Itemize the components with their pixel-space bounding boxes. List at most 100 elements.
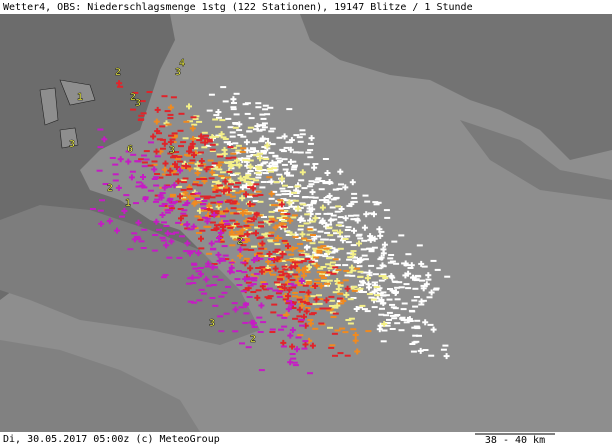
lightning-strike [245, 218, 248, 224]
lightning-strike [401, 302, 408, 305]
lightning-strike [332, 271, 338, 274]
lightning-strike [416, 334, 422, 337]
lightning-strike [345, 319, 352, 321]
lightning-strike [116, 227, 118, 234]
lightning-strike [291, 191, 297, 194]
lightning-strike [191, 140, 194, 147]
station-value: 2 [130, 92, 136, 103]
lightning-strike [275, 193, 282, 196]
lightning-strike [267, 258, 270, 265]
lightning-strike [300, 278, 303, 284]
station-value: 6 [127, 144, 133, 155]
lightning-strike [136, 181, 142, 184]
lightning-strike [262, 104, 269, 107]
lightning-strike [161, 95, 168, 98]
lightning-strike [276, 314, 283, 317]
lightning-strike [285, 302, 292, 305]
lightning-strike [356, 265, 363, 268]
lightning-strike [159, 148, 162, 155]
lightning-strike [229, 244, 236, 247]
lightning-strike [374, 294, 381, 297]
lightning-strike [182, 137, 189, 140]
lightning-strike [339, 168, 342, 175]
lightning-strike [274, 248, 281, 251]
lightning-strike [170, 165, 177, 168]
lightning-strike [236, 225, 243, 228]
lightning-strike [248, 117, 255, 120]
lightning-strike [413, 279, 420, 282]
lightning-strike [289, 146, 292, 153]
lightning-strike [181, 214, 188, 217]
lightning-strike [378, 230, 385, 233]
lightning-strike [351, 200, 358, 203]
lightning-strike [318, 241, 325, 244]
lightning-strike [313, 164, 316, 171]
lightning-strike [144, 196, 147, 203]
lightning-strike [291, 261, 298, 264]
lightning-strike [274, 224, 277, 231]
lightning-strike [337, 221, 344, 224]
station-value: 2 [237, 236, 243, 247]
lightning-strike [154, 173, 161, 175]
lightning-strike [262, 283, 269, 285]
lightning-strike [310, 303, 317, 306]
lightning-strike [213, 211, 216, 218]
lightning-strike [230, 162, 233, 169]
lightning-strike [141, 161, 148, 164]
lowland [0, 205, 260, 345]
lightning-strike [310, 234, 316, 236]
lightning-strike [221, 245, 228, 248]
lightning-strike [292, 295, 298, 298]
lightning-strike [354, 267, 361, 270]
lightning-strike [239, 342, 245, 345]
lightning-strike [301, 169, 304, 176]
lightning-strike [239, 150, 246, 153]
lightning-strike [300, 203, 307, 206]
lightning-strike [361, 239, 368, 242]
lightning-strike [310, 312, 317, 315]
lightning-strike [152, 234, 159, 236]
lightning-strike [160, 138, 166, 141]
lightning-strike [276, 237, 283, 240]
lightning-strike [277, 256, 284, 259]
lightning-strike [308, 183, 315, 186]
lightning-strike [414, 326, 421, 329]
lightning-strike [404, 272, 407, 279]
lightning-strike [405, 253, 412, 256]
lightning-strike [319, 180, 326, 182]
lightning-strike [280, 222, 287, 225]
lightning-strike [291, 246, 294, 253]
lightning-strike [215, 210, 218, 217]
lightning-strike [261, 126, 268, 129]
lightning-strike [281, 316, 288, 319]
lightning-strike [256, 316, 263, 319]
lightning-strike [191, 263, 198, 266]
lightning-strike [235, 230, 242, 233]
lightning-strike [237, 134, 244, 136]
lightning-strike [392, 281, 399, 283]
lightning-strike [224, 178, 227, 185]
lightning-strike [208, 215, 215, 217]
lightning-strike [337, 247, 344, 250]
lightning-strike [200, 235, 202, 242]
lightning-strike [189, 250, 196, 253]
lightning-strike [315, 262, 318, 269]
lightning-strike [200, 163, 207, 166]
lightning-strike [204, 139, 207, 146]
lightning-strike [347, 322, 354, 325]
lightning-strike [422, 285, 425, 292]
lightning-strike [262, 156, 269, 159]
lightning-strike [291, 361, 298, 364]
lightning-strike [263, 288, 269, 291]
lightning-strike [309, 220, 316, 223]
lightning-strike [279, 148, 286, 151]
lightning-strike [400, 319, 407, 321]
lightning-strike [167, 117, 174, 120]
lightning-strike [258, 221, 264, 224]
lightning-strike [261, 146, 268, 148]
lightning-strike [276, 256, 279, 263]
lightning-strike [360, 248, 367, 251]
lightning-strike [334, 210, 341, 213]
lightning-strike [380, 296, 383, 303]
lightning-strike [285, 259, 292, 262]
